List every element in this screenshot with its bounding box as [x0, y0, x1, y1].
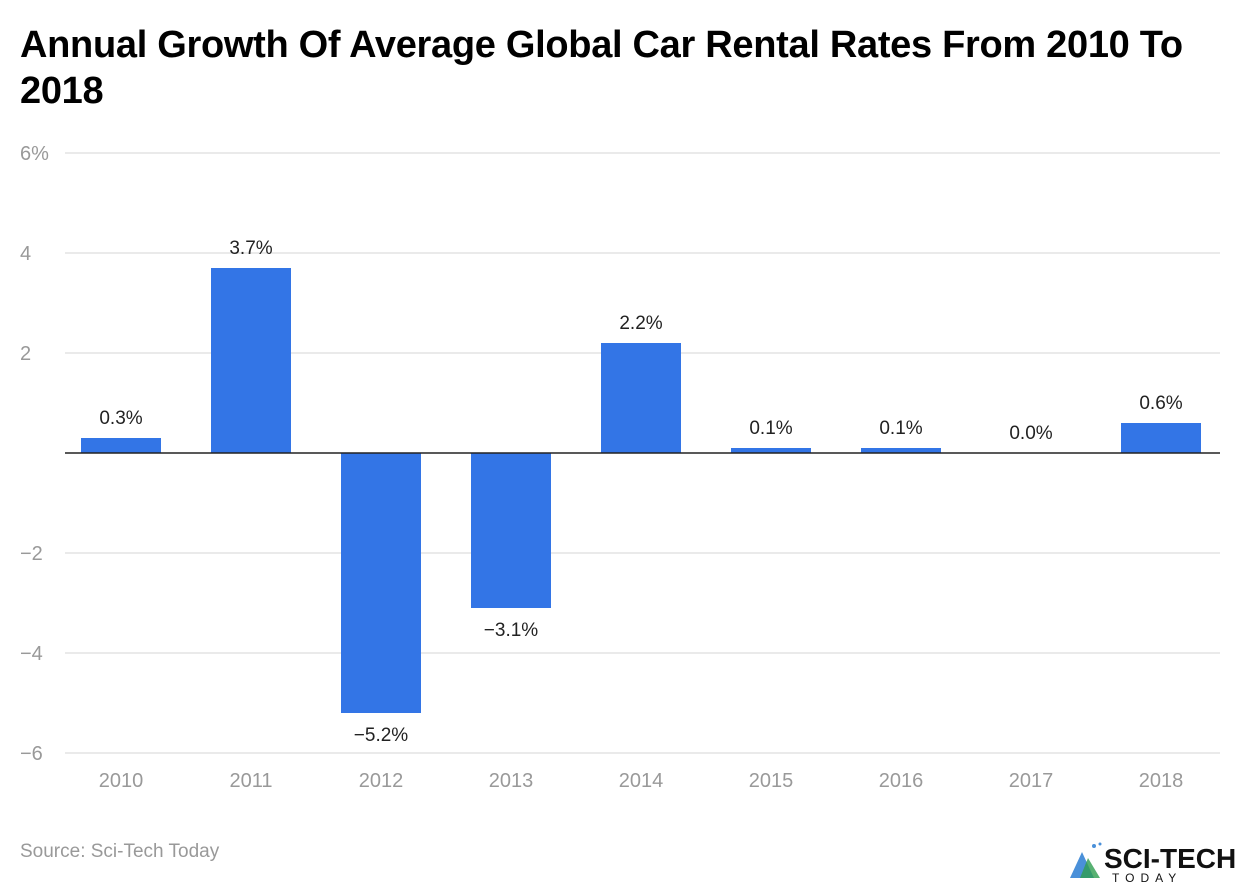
chart-title: Annual Growth Of Average Global Car Rent… — [20, 24, 1183, 112]
y-tick-label: −6 — [20, 743, 43, 765]
data-label: 3.7% — [229, 238, 272, 259]
x-tick-label: 2017 — [1009, 770, 1054, 792]
data-label: 0.1% — [749, 418, 792, 439]
x-tick-label: 2014 — [619, 770, 664, 792]
svg-text:TODAY: TODAY — [1112, 871, 1182, 884]
data-label: 0.6% — [1139, 393, 1182, 414]
bar-2018 — [1121, 423, 1201, 453]
data-label: −3.1% — [484, 620, 539, 641]
bar-2016 — [861, 448, 941, 453]
bar-2012 — [341, 453, 421, 713]
bar-2014 — [601, 343, 681, 453]
data-label: 2.2% — [619, 313, 662, 334]
bar-2015 — [731, 448, 811, 453]
y-tick-label: 4 — [20, 243, 31, 265]
y-tick-label: −4 — [20, 643, 43, 665]
y-tick-label: 6% — [20, 143, 49, 165]
source-note: Source: Sci-Tech Today — [20, 841, 220, 862]
x-tick-label: 2018 — [1139, 770, 1184, 792]
x-tick-label: 2010 — [99, 770, 144, 792]
bar-chart: 6% 4 2 −2 −4 −6 0.3% 2010 3.7% 2011 −5.2% 2012 −3.1%… — [20, 143, 1220, 792]
x-tick-label: 2011 — [229, 770, 272, 792]
sci-tech-today-logo: SCI-TECH TODAY — [1070, 842, 1236, 884]
data-label: 0.1% — [879, 418, 922, 439]
x-tick-label: 2012 — [359, 770, 404, 792]
bar-2011 — [211, 268, 291, 453]
svg-text:SCI-TECH: SCI-TECH — [1104, 843, 1236, 874]
data-label: −5.2% — [354, 725, 409, 746]
data-label: 0.0% — [1009, 423, 1052, 444]
bar-2010 — [81, 438, 161, 453]
y-tick-label: −2 — [20, 543, 43, 565]
x-tick-label: 2016 — [879, 770, 924, 792]
bar-2013 — [471, 453, 551, 608]
x-tick-label: 2013 — [489, 770, 534, 792]
y-tick-label: 2 — [20, 343, 31, 365]
data-label: 0.3% — [99, 408, 142, 429]
x-tick-label: 2015 — [749, 770, 794, 792]
